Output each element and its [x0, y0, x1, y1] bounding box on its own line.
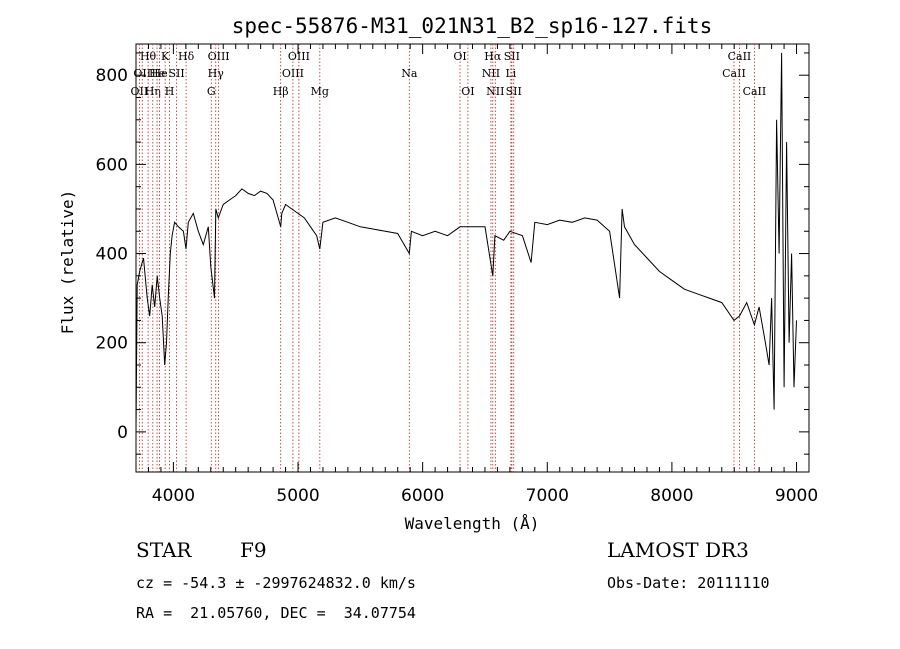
spectral-line-markers: OIIOIIHθHηHeHeKHSIIHδGHγOIIIHβOIIIOIIIMg…: [131, 44, 767, 472]
y-tick-label: 0: [117, 423, 128, 443]
line-label: SII: [169, 67, 185, 80]
line-label: OIII: [288, 50, 310, 63]
plot-frame: [135, 43, 810, 473]
redshift-info: cz = -54.3 ± -2997624832.0 km/s: [136, 574, 416, 592]
axis-ticks: 4000 5000 6000 7000 8000 9000 0 200 400 600 800: [96, 44, 818, 506]
line-label: Hα: [484, 50, 502, 63]
line-label: Hθ: [140, 50, 157, 63]
x-tick-label: 9000: [775, 486, 818, 506]
line-label: Hδ: [178, 50, 195, 63]
x-axis-label: Wavelength (Å): [405, 514, 540, 533]
line-label: G: [207, 85, 216, 98]
line-label: OIII: [282, 67, 304, 80]
observation-date: Obs-Date: 20111110: [607, 574, 770, 592]
line-label: OI: [461, 85, 474, 98]
y-tick-label: 400: [96, 245, 128, 265]
x-tick-label: 6000: [401, 486, 444, 506]
y-tick-label: 600: [96, 155, 128, 175]
line-label: CaII: [722, 67, 746, 80]
spectrum-trace: [135, 52, 797, 432]
line-label: Hβ: [273, 85, 289, 98]
line-label: NII: [482, 67, 500, 80]
line-label: Na: [401, 67, 418, 80]
line-label: SII: [504, 50, 520, 63]
x-tick-label: 5000: [276, 486, 319, 506]
y-tick-label: 200: [96, 334, 128, 354]
line-label: Hη: [145, 85, 161, 98]
line-label: He: [149, 67, 165, 80]
y-tick-label: 800: [96, 66, 128, 86]
line-label: Li: [505, 67, 516, 80]
object-subclass: F9: [240, 538, 267, 562]
chart-title: spec-55876-M31_021N31_B2_sp16-127.fits: [232, 14, 712, 38]
line-label: SII: [506, 85, 522, 98]
line-label: H: [165, 85, 175, 98]
x-tick-label: 8000: [650, 486, 693, 506]
x-tick-label: 7000: [526, 486, 569, 506]
line-label: K: [161, 50, 170, 63]
line-label: OIII: [208, 50, 230, 63]
coordinates: RA = 21.05760, DEC = 34.07754: [136, 604, 416, 622]
object-class: STAR: [136, 538, 192, 562]
line-label: He: [152, 67, 168, 80]
line-label: CaII: [728, 50, 752, 63]
line-label: Mg: [311, 85, 329, 98]
line-label: OI: [453, 50, 466, 63]
line-label: CaII: [743, 85, 767, 98]
survey-name: LAMOST DR3: [607, 538, 749, 562]
x-tick-label: 4000: [152, 486, 195, 506]
line-label: NII: [486, 85, 504, 98]
line-label: OII: [133, 67, 151, 80]
y-axis-label: Flux (relative): [58, 190, 77, 335]
line-label: OII: [131, 85, 149, 98]
line-label: Hγ: [208, 67, 225, 80]
